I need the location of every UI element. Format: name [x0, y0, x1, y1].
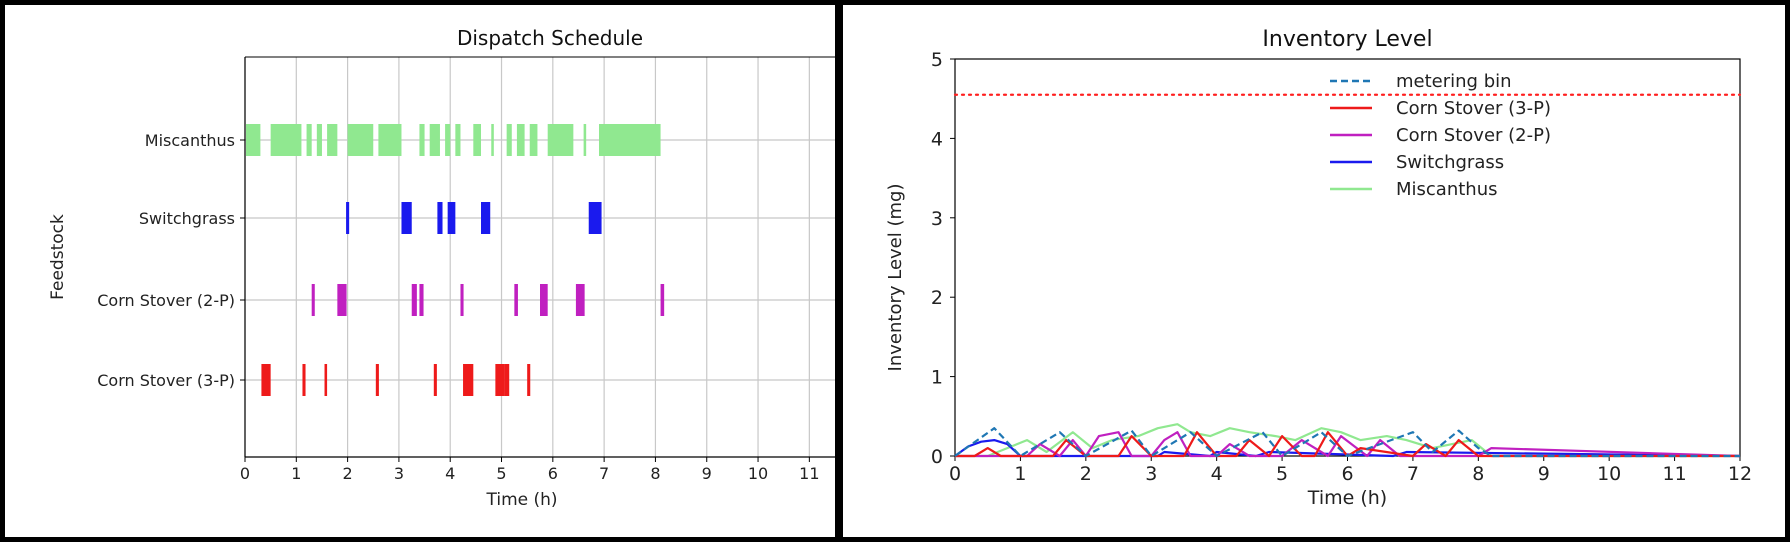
legend-label: Miscanthus: [1396, 179, 1498, 200]
x-tick-label: 11: [1662, 463, 1686, 485]
x-tick-label: 9: [1538, 463, 1550, 485]
x-tick-label: 6: [548, 464, 558, 483]
schedule-bar: [346, 202, 350, 234]
schedule-bar: [347, 124, 374, 156]
schedule-bar: [514, 284, 518, 316]
schedule-bar: [445, 124, 451, 156]
legend-label: Corn Stover (2-P): [1396, 125, 1551, 146]
x-tick-label: 5: [496, 464, 506, 483]
x-tick-label: 9: [702, 464, 712, 483]
schedule-bar: [316, 124, 322, 156]
legend-label: metering bin: [1396, 71, 1512, 92]
series-line-metering-bin: [954, 427, 1740, 458]
schedule-bar: [324, 364, 328, 396]
x-tick-label: 1: [291, 464, 301, 483]
schedule-bar: [411, 284, 417, 316]
series-line-corn-stover-2-p: [955, 431, 1741, 458]
chart-title: Dispatch Schedule: [457, 26, 643, 50]
plot-frame: [954, 58, 1741, 457]
dispatch-schedule-chart: Dispatch Schedule 0 1 2 3 4 5 6 7 8 9 10 11 Time (h) F…: [48, 26, 835, 510]
legend-label: Switchgrass: [1396, 152, 1504, 173]
x-tick-label: 7: [599, 464, 609, 483]
schedule-bar: [302, 364, 306, 396]
schedule-bar: [270, 124, 302, 156]
x-tick-label: 2: [343, 464, 353, 483]
x-axis-label: Time (h): [486, 490, 558, 510]
schedule-bar: [375, 364, 379, 396]
schedule-bar: [495, 364, 505, 396]
schedule-bar: [261, 364, 271, 396]
y-tick-label: 5: [931, 49, 943, 71]
y-tick-label: 4: [931, 128, 943, 150]
schedule-bar: [433, 364, 437, 396]
y-tick-label: Miscanthus: [145, 131, 235, 150]
x-tick-label: 0: [240, 464, 250, 483]
x-tick-label: 4: [445, 464, 455, 483]
dispatch-schedule-panel: Dispatch Schedule 0 1 2 3 4 5 6 7 8 9 10 11 Time (h) F…: [5, 5, 835, 537]
schedule-bar: [516, 124, 525, 156]
schedule-bar: [491, 124, 494, 156]
schedule-bar: [660, 284, 665, 316]
schedule-bar: [401, 202, 412, 234]
schedule-bar: [306, 124, 312, 156]
schedule-bar: [447, 202, 456, 234]
schedule-bar: [575, 284, 585, 316]
schedule-bar: [378, 124, 402, 156]
schedule-bar: [473, 124, 481, 156]
schedule-bar: [419, 284, 424, 316]
y-tick-label: 2: [931, 287, 943, 309]
x-tick-label: 5: [1276, 463, 1288, 485]
schedule-bar: [588, 202, 602, 234]
y-tick-label: Corn Stover (2-P): [97, 291, 235, 310]
x-tick-label: 12: [1728, 463, 1752, 485]
schedule-bar: [506, 124, 512, 156]
schedule-bar: [337, 284, 347, 316]
series-line-corn-stover-3-p: [955, 431, 1740, 458]
schedule-bar: [547, 124, 574, 156]
schedule-bar: [529, 124, 538, 156]
schedule-bar: [540, 284, 548, 316]
schedule-bar: [455, 124, 461, 156]
y-axis-label: Feedstock: [48, 214, 68, 300]
schedule-bar: [481, 202, 491, 234]
schedule-bar: [437, 202, 443, 234]
y-tick-label: Corn Stover (3-P): [97, 371, 235, 390]
x-tick-label: 6: [1341, 463, 1353, 485]
schedule-bar: [246, 124, 261, 156]
x-tick-label: 7: [1407, 463, 1419, 485]
schedule-bar: [419, 124, 425, 156]
chart-title: Inventory Level: [1262, 27, 1432, 52]
x-tick-label: 0: [949, 463, 961, 485]
x-tick-label: 3: [394, 464, 404, 483]
x-tick-label: 3: [1145, 463, 1157, 485]
schedule-bar: [599, 124, 661, 156]
schedule-bar: [429, 124, 440, 156]
x-tick-label: 2: [1080, 463, 1092, 485]
y-axis-label: Inventory Level (mg): [885, 184, 906, 372]
series-line-switchgrass: [954, 439, 1741, 458]
schedule-bar: [463, 364, 474, 396]
x-axis-label: Time (h): [1307, 487, 1387, 509]
y-tick-label: 3: [931, 208, 943, 230]
schedule-bar: [504, 364, 510, 396]
y-tick-label: 1: [931, 367, 943, 389]
legend-label: Corn Stover (3-P): [1396, 98, 1551, 119]
y-tick-label: Switchgrass: [139, 209, 235, 228]
x-tick-label: 1: [1014, 463, 1026, 485]
y-tick-label: 0: [931, 446, 943, 468]
x-tick-label: 11: [799, 464, 819, 483]
schedule-bar: [327, 124, 338, 156]
x-tick-label: 4: [1211, 463, 1223, 485]
schedule-bar: [460, 284, 464, 316]
inventory-level-panel: Inventory Level 0 1 2 3 4 5 6 7 8 9 10 11 12 0 1 2 3 4 5 Tim…: [843, 5, 1785, 537]
schedule-bar: [583, 124, 587, 156]
x-tick-label: 8: [650, 464, 660, 483]
x-tick-label: 10: [1597, 463, 1621, 485]
schedule-bar: [527, 364, 531, 396]
x-tick-label: 10: [748, 464, 768, 483]
x-tick-label: 8: [1472, 463, 1484, 485]
schedule-bar: [311, 284, 315, 316]
